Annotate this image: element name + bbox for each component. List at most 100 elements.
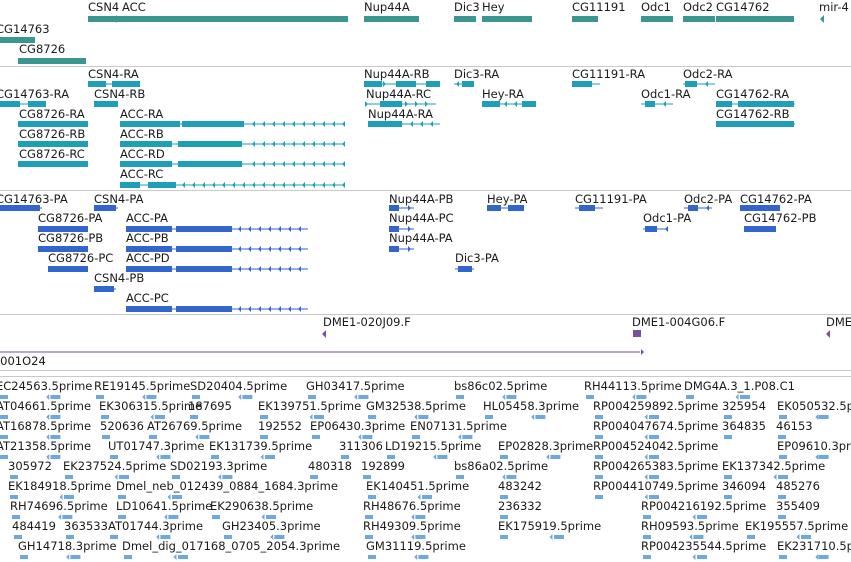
feature-label-hey-ra[interactable]: Hey-RA [482,87,524,101]
est-block[interactable] [368,495,376,499]
est-block[interactable] [314,415,324,419]
est-strand-arrow[interactable] [644,454,648,460]
transcript-nup44a-rc-exon[interactable] [380,101,402,107]
feature-label-ek139751-5prime[interactable]: EK139751.5prime [258,399,362,413]
feature-label-nup44a-pc[interactable]: Nup44A-PC [389,211,454,225]
protein-acc-pc-strand-arrow[interactable] [268,306,271,312]
est-block[interactable] [778,515,786,519]
transcript-nup44a-rc-strand-arrow[interactable] [425,101,428,107]
feature-label-484419[interactable]: 484419 [12,519,56,533]
feature-label-nup44a[interactable]: Nup44A [364,0,410,14]
protein-odc1-pa-exon[interactable] [645,226,657,232]
transcript-nup44a-rc-strand-arrow[interactable] [365,101,368,107]
protein-cg14762-pb-exon[interactable] [744,226,776,232]
feature-label-ek050532-5p[interactable]: EK050532.5p [777,399,851,413]
protein-acc-pd-exon[interactable] [176,266,232,272]
feature-label-cg8726-pa[interactable]: CG8726-PA [38,211,103,225]
feature-label-hey[interactable]: Hey [482,0,505,14]
protein-acc-pb-exon[interactable] [126,246,172,252]
transcript-cg8726-rb-exon[interactable] [18,141,88,147]
feature-label-sd20404-5prime[interactable]: SD20404.5prime [190,379,288,393]
feature-label-dme1-020j09-f[interactable]: DME1-020J09.F [323,315,411,329]
feature-label-ek306315-5prime[interactable]: EK306315.5prime [99,399,203,413]
feature-label-363533[interactable]: 363533 [64,519,108,533]
feature-label-305972[interactable]: 305972 [8,459,52,473]
est-block[interactable] [535,415,546,419]
est-block[interactable] [242,395,253,399]
est-block[interactable] [212,515,220,519]
feature-label-nup44a-rb[interactable]: Nup44A-RB [364,67,430,81]
protein-acc-pb-strand-arrow[interactable] [288,246,291,252]
transcript-cg14763-ra-exon[interactable] [0,101,20,107]
protein-cg8726-pc-exon[interactable] [48,266,88,272]
transcript-acc-ra-strand-arrow[interactable] [322,121,325,127]
feature-label-cg14762[interactable]: CG14762 [716,0,770,14]
est-strand-arrow[interactable] [692,514,696,520]
est-block[interactable] [222,475,233,479]
est-block[interactable] [500,535,508,539]
feature-label-483242[interactable]: 483242 [498,479,542,493]
transcript-acc-ra-strand-arrow[interactable] [262,121,265,127]
feature-label-ek137342-5prime[interactable]: EK137342.5prime [722,459,826,473]
est-strand-arrow[interactable] [238,394,242,400]
feature-label-cg8726[interactable]: CG8726 [19,42,66,56]
feature-label-cg14762-pb[interactable]: CG14762-PB [744,211,817,225]
est-block[interactable] [801,535,811,539]
transcript-hey-ra-exon[interactable] [522,101,536,107]
est-block[interactable] [485,415,493,419]
protein-acc-pa-strand-arrow[interactable] [278,226,281,232]
est-block[interactable] [118,515,126,519]
est-block[interactable] [643,555,651,559]
est-block[interactable] [160,535,171,539]
est-block[interactable] [595,475,603,479]
transcript-nup44a-ra-strand-arrow[interactable] [430,121,433,127]
transcript-acc-rb-exon[interactable] [178,141,242,147]
feature-label-nup44a-pa[interactable]: Nup44A-PA [389,231,453,245]
feature-label-192552[interactable]: 192552 [258,419,302,433]
feature-label-cg14763-ra[interactable]: CG14763-RA [0,87,70,101]
transcript-acc-rc-exon[interactable] [120,182,140,188]
feature-label-rh09593-5prime[interactable]: RH09593.5prime [641,519,739,533]
transcript-odc2-ra-exon[interactable] [685,81,697,87]
protein-acc-pb-exon[interactable] [176,246,232,252]
feature-label-480318[interactable]: 480318 [308,459,352,473]
transcript-acc-rc-strand-arrow[interactable] [342,182,345,188]
feature-label-odc1[interactable]: Odc1 [641,0,671,14]
feature-label-rp004259892-5prime[interactable]: RP004259892.5prime [593,399,719,413]
est-block[interactable] [168,515,179,519]
est-strand-arrow[interactable] [260,454,264,460]
feature-label-cg14762-rb[interactable]: CG14762-RB [716,107,790,121]
transcript-cg14763-ra-exon[interactable] [28,101,46,107]
est-block[interactable] [192,395,200,399]
est-block[interactable] [740,395,750,399]
est-block[interactable] [0,455,8,459]
transcript-acc-rc-strand-arrow[interactable] [332,182,335,188]
feature-label-dic3[interactable]: Dic3 [454,0,480,14]
est-block[interactable] [412,435,420,439]
protein-cg14762-pa-exon[interactable] [740,205,780,211]
est-strand-arrow[interactable] [173,554,177,560]
feature-label-at16878-5prime[interactable]: AT16878.5prime [0,419,92,433]
est-block[interactable] [146,395,157,399]
transcript-acc-rb-strand-arrow[interactable] [322,141,325,147]
est-block[interactable] [260,435,268,439]
gene-bar-cg8726[interactable] [18,58,86,64]
est-block[interactable] [65,475,73,479]
gene-bar-hey[interactable] [482,16,532,22]
feature-label-rp004524042-5prime[interactable]: RP004524042.5prime [593,439,719,453]
feature-label-cg8726-ra[interactable]: CG8726-RA [19,107,85,121]
est-block[interactable] [20,555,28,559]
feature-label-acc-rd[interactable]: ACC-RD [120,147,165,161]
transcript-acc-rd-strand-arrow[interactable] [302,161,305,167]
transcript-acc-ra-strand-arrow[interactable] [292,121,295,127]
feature-label-gh23405-3prime[interactable]: GH23405.3prime [222,519,321,533]
protein-acc-pd-strand-arrow[interactable] [238,266,241,272]
transcript-acc-rb-strand-arrow[interactable] [282,141,285,147]
protein-acc-pd-strand-arrow[interactable] [278,266,281,272]
gene-bar-dic3[interactable] [454,16,476,22]
est-block[interactable] [66,535,74,539]
feature-label-nup44a-pb[interactable]: Nup44A-PB [389,192,454,206]
protein-odc2-pa-exon[interactable] [688,205,698,211]
est-strand-arrow[interactable] [261,514,265,520]
est-block[interactable] [778,435,786,439]
